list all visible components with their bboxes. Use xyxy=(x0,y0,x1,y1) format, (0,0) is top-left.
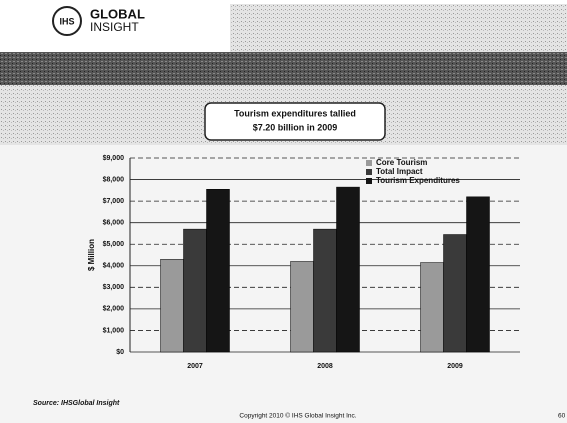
page-number: 60 xyxy=(558,413,566,420)
y-tick-label: $0 xyxy=(116,349,124,356)
chart-title: $7.20 billion in 2009 xyxy=(253,122,338,132)
x-tick-label: 2008 xyxy=(317,363,333,370)
y-tick-label: $3,000 xyxy=(103,284,125,291)
bar xyxy=(313,228,337,353)
title-box xyxy=(204,102,386,141)
y-tick-label: $9,000 xyxy=(103,155,125,162)
bar xyxy=(443,234,467,353)
logo-circle xyxy=(52,6,82,36)
y-tick-label: $1,000 xyxy=(103,327,125,334)
x-tick-label: 2009 xyxy=(447,363,463,370)
header-image xyxy=(230,4,567,52)
legend-swatch xyxy=(366,160,372,166)
header-stripe xyxy=(0,52,567,85)
bar xyxy=(183,228,207,353)
y-tick-label: $4,000 xyxy=(103,263,125,270)
y-tick-label: $5,000 xyxy=(103,241,125,248)
source: Source: IHSGlobal Insight xyxy=(33,400,120,407)
bar xyxy=(420,262,444,353)
legend-swatch xyxy=(366,169,372,175)
legend-swatch xyxy=(366,178,372,184)
copyright: Copyright 2010 © IHS Global Insight Inc. xyxy=(239,412,356,420)
y-tick-label: $7,000 xyxy=(103,198,125,205)
bar xyxy=(290,261,314,353)
bar xyxy=(206,189,230,353)
logo-line: GLOBAL xyxy=(90,6,145,21)
legend-label: Total Impact xyxy=(376,167,423,176)
legend-label: Tourism Expenditures xyxy=(376,176,460,185)
legend-label: Core Tourism xyxy=(376,158,427,167)
bar xyxy=(466,196,490,353)
x-tick-label: 2007 xyxy=(187,363,203,370)
logo-mark: IHS xyxy=(59,16,74,26)
chart-title: Tourism expenditures tallied xyxy=(234,108,356,118)
y-axis-label: $ Million xyxy=(87,239,96,271)
y-tick-label: $2,000 xyxy=(103,306,125,313)
y-tick-label: $6,000 xyxy=(103,220,125,227)
logo-line: INSIGHT xyxy=(90,20,139,34)
y-tick-label: $8,000 xyxy=(103,176,125,183)
bar xyxy=(336,186,360,353)
bar xyxy=(160,259,184,353)
